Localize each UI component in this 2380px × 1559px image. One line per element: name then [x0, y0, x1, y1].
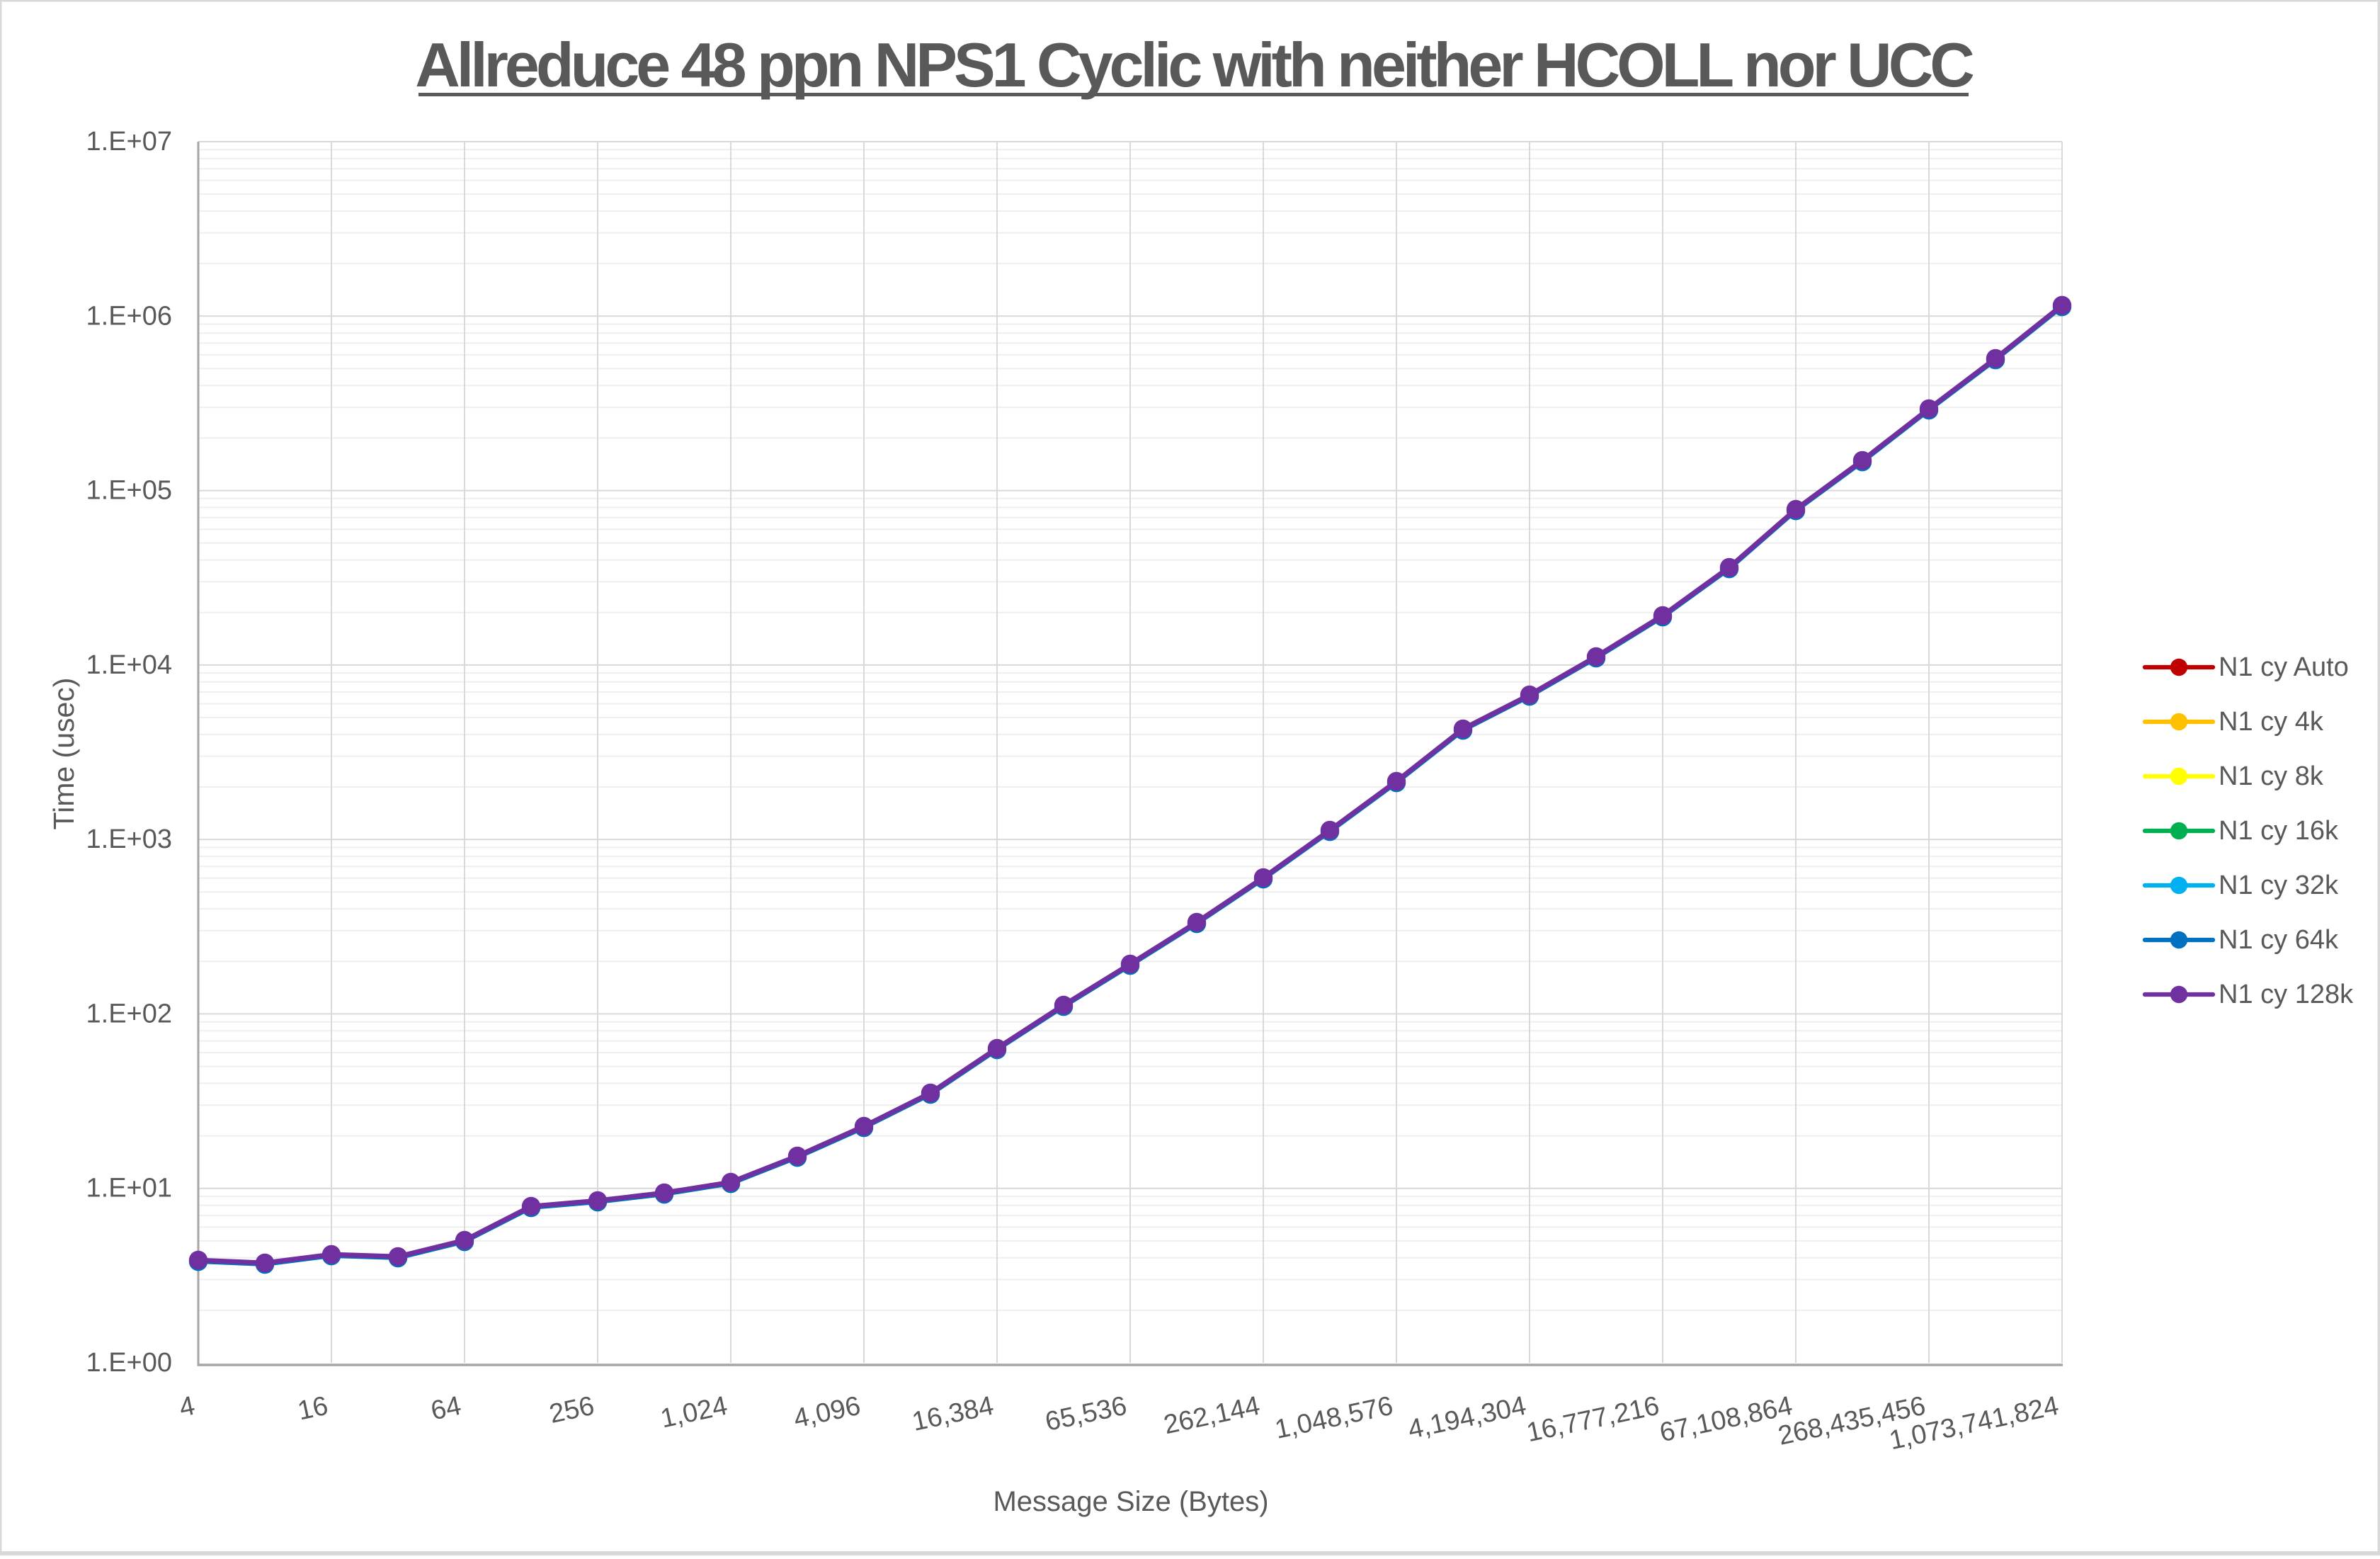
svg-text:1.E+04: 1.E+04 — [86, 650, 173, 680]
svg-text:1.E+05: 1.E+05 — [86, 476, 173, 506]
svg-text:N1 cy 16k: N1 cy 16k — [2219, 816, 2339, 846]
svg-text:16: 16 — [295, 1391, 331, 1427]
svg-text:1.E+00: 1.E+00 — [86, 1348, 173, 1378]
svg-text:N1 cy 4k: N1 cy 4k — [2219, 707, 2324, 737]
svg-text:N1 cy Auto: N1 cy Auto — [2219, 652, 2349, 682]
svg-text:Message Size (Bytes): Message Size (Bytes) — [993, 1486, 1268, 1517]
svg-text:1.E+06: 1.E+06 — [86, 301, 173, 331]
svg-text:1.E+07: 1.E+07 — [86, 127, 173, 157]
svg-text:N1 cy 8k: N1 cy 8k — [2219, 761, 2324, 791]
svg-text:N1 cy 128k: N1 cy 128k — [2219, 980, 2354, 1009]
svg-text:1.E+02: 1.E+02 — [86, 999, 173, 1028]
svg-text:N1 cy 64k: N1 cy 64k — [2219, 925, 2339, 955]
svg-text:64: 64 — [428, 1391, 464, 1427]
svg-text:Allreduce 48 ppn NPS1 Cyclic w: Allreduce 48 ppn NPS1 Cyclic with neithe… — [415, 30, 1974, 100]
svg-text:N1 cy 32k: N1 cy 32k — [2219, 871, 2339, 900]
svg-text:1.E+01: 1.E+01 — [86, 1174, 173, 1203]
svg-text:Time (usec): Time (usec) — [47, 678, 80, 830]
svg-text:1.E+03: 1.E+03 — [86, 824, 173, 854]
